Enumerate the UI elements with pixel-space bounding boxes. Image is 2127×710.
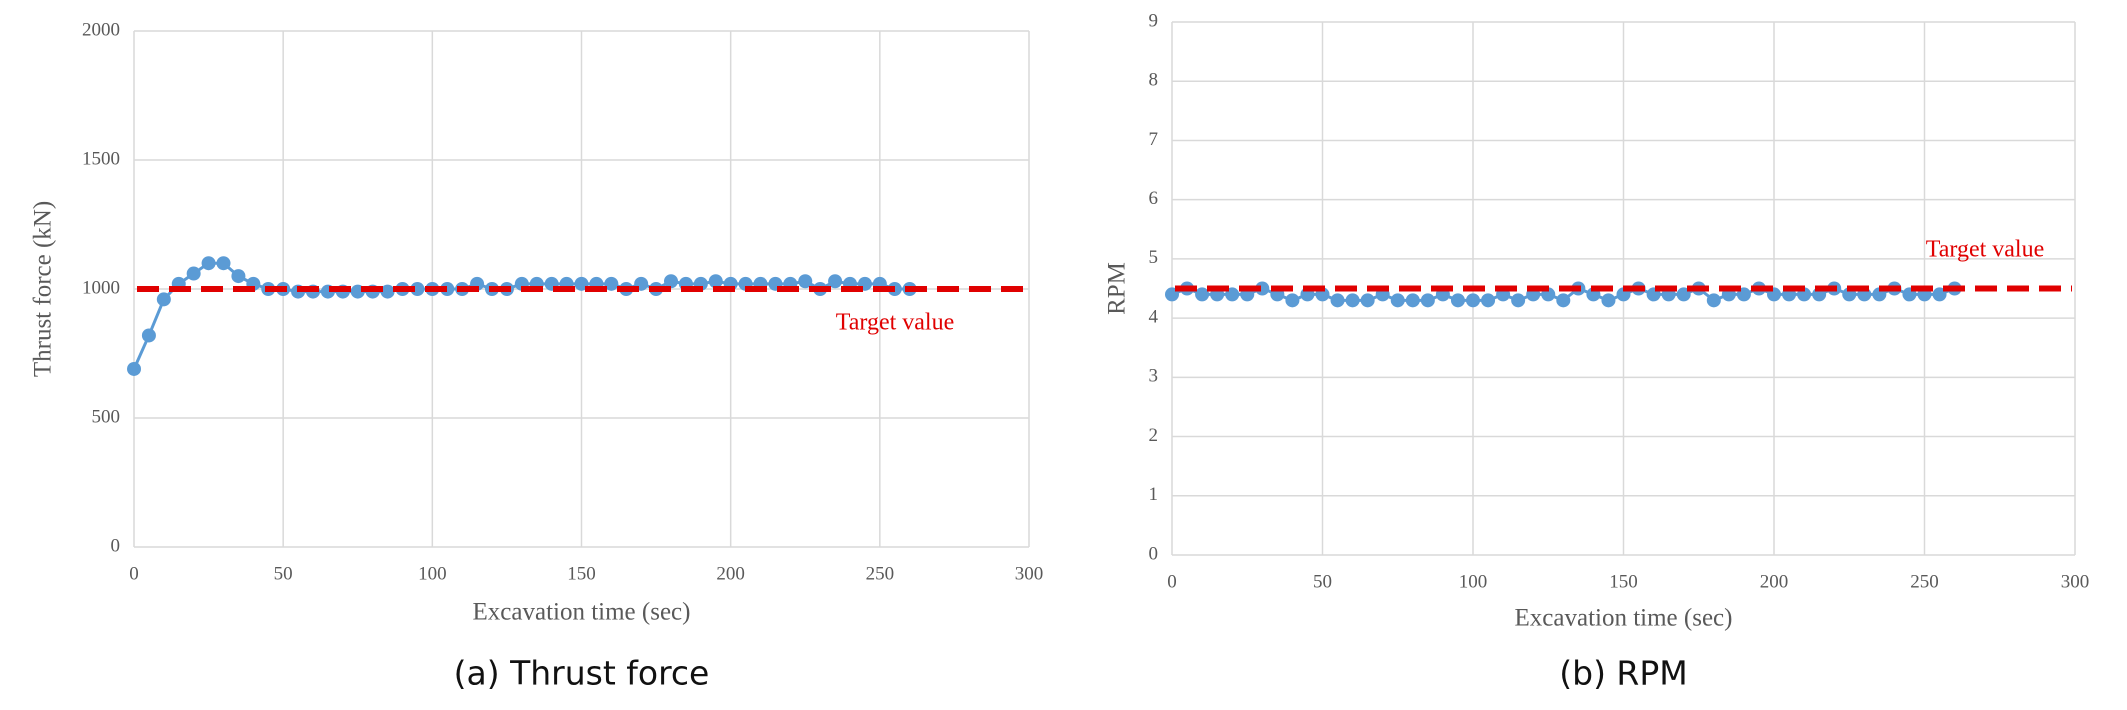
data-point [1450,293,1465,308]
data-point [1466,293,1480,308]
data-point [1345,293,1360,308]
data-point [1481,293,1496,308]
y-tick-label: 6 [1149,188,1159,209]
data-point [231,269,246,284]
data-point [664,274,678,289]
x-tick-label: 200 [1760,571,1789,592]
y-tick-label: 500 [92,406,121,427]
data-point [216,256,231,271]
x-tick-label: 100 [418,563,447,584]
y-axis-title: RPM [1104,262,1131,315]
data-point [127,361,141,376]
y-tick-label: 4 [1149,306,1159,327]
data-point [1706,293,1721,308]
data-point [1420,293,1435,308]
x-tick-label: 300 [2061,571,2090,592]
y-tick-label: 7 [1149,129,1159,150]
data-point [1405,293,1420,308]
data-point [604,276,619,291]
target-label: Target value [836,310,955,336]
data-point [1285,293,1300,308]
y-tick-label: 2 [1149,425,1159,446]
data-point [708,274,723,289]
x-axis-title: Excavation time (sec) [1515,605,1733,632]
x-tick-label: 250 [1910,571,1939,592]
data-point [1195,287,1210,302]
y-axis-title: Thrust force (kN) [30,201,57,377]
caption: (a) Thrust force [454,654,710,693]
y-tick-label: 5 [1149,247,1159,268]
x-tick-label: 150 [1609,571,1638,592]
y-tick-label: 1500 [82,148,120,169]
data-point [186,266,201,281]
x-tick-label: 0 [1167,571,1177,592]
x-tick-label: 150 [567,563,596,584]
data-point [141,328,156,343]
y-tick-label: 1 [1149,484,1159,505]
x-axis-title: Excavation time (sec) [473,599,691,626]
data-point [156,292,171,307]
x-tick-label: 50 [274,563,293,584]
data-point [1601,293,1616,308]
data-point [380,284,395,299]
x-tick-label: 50 [1313,571,1332,592]
data-point [410,282,425,296]
caption: (b) RPM [1559,654,1688,693]
data-point [440,282,455,296]
y-tick-label: 8 [1149,70,1159,91]
target-label: Target value [1926,237,2045,263]
x-tick-label: 250 [866,563,895,584]
data-point [1511,293,1526,308]
data-point [1556,293,1571,308]
x-tick-label: 0 [129,563,139,584]
data-point [1255,281,1270,296]
y-tick-label: 9 [1149,10,1159,31]
data-point [1330,293,1345,308]
y-tick-label: 0 [111,535,121,556]
y-tick-label: 3 [1149,366,1159,387]
y-tick-label: 1000 [82,277,120,298]
data-point [1360,293,1375,308]
data-point [828,274,843,289]
y-tick-label: 2000 [82,19,120,40]
data-point [201,256,216,271]
y-tick-label: 0 [1149,543,1159,564]
data-point [798,274,813,289]
x-tick-label: 200 [716,563,745,584]
data-point [1390,293,1405,308]
x-tick-label: 100 [1459,571,1488,592]
x-tick-label: 300 [1015,563,1044,584]
